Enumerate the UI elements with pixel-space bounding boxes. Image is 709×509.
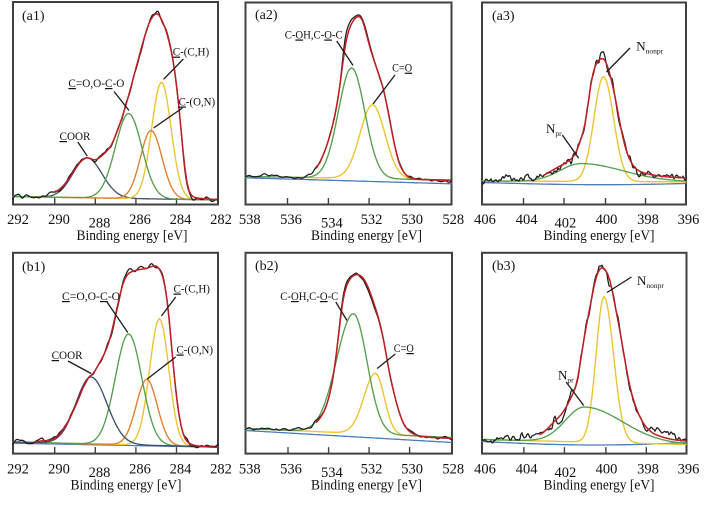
svg-text:286: 286 xyxy=(129,462,151,478)
svg-text:400: 400 xyxy=(596,212,618,228)
svg-text:(b2): (b2) xyxy=(255,259,279,274)
svg-text:Binding energy [eV]: Binding energy [eV] xyxy=(311,228,422,244)
svg-text:(b1): (b1) xyxy=(22,260,46,275)
svg-text:402: 402 xyxy=(555,216,577,232)
svg-text:C=O: C=O xyxy=(394,341,414,355)
svg-text:528: 528 xyxy=(442,212,464,228)
svg-text:398: 398 xyxy=(637,462,659,478)
svg-text:C-(O,N): C-(O,N) xyxy=(177,343,214,357)
svg-text:406: 406 xyxy=(474,462,496,478)
svg-text:C=O: C=O xyxy=(392,61,412,75)
svg-text:286: 286 xyxy=(129,212,151,228)
svg-text:292: 292 xyxy=(7,462,29,478)
svg-text:C-(C,H): C-(C,H) xyxy=(174,282,211,296)
svg-text:C=O,O-C-O: C=O,O-C-O xyxy=(68,76,124,90)
svg-text:Binding energy [eV]: Binding energy [eV] xyxy=(311,478,422,494)
svg-text:404: 404 xyxy=(516,462,539,478)
svg-text:398: 398 xyxy=(637,212,659,228)
svg-text:530: 530 xyxy=(401,462,423,478)
svg-text:(b3): (b3) xyxy=(492,259,516,274)
svg-text:284: 284 xyxy=(170,212,193,228)
svg-text:528: 528 xyxy=(442,462,464,478)
svg-text:282: 282 xyxy=(210,462,232,478)
svg-text:Binding energy [eV]: Binding energy [eV] xyxy=(544,478,655,494)
svg-text:530: 530 xyxy=(401,212,423,228)
svg-text:406: 406 xyxy=(474,212,496,228)
svg-text:Binding energy [eV]: Binding energy [eV] xyxy=(544,228,655,244)
svg-text:C-OH,C-O-C: C-OH,C-O-C xyxy=(285,28,343,42)
svg-text:(a3): (a3) xyxy=(492,9,515,24)
svg-text:404: 404 xyxy=(516,212,539,228)
svg-text:532: 532 xyxy=(361,212,383,228)
svg-text:534: 534 xyxy=(321,216,344,232)
svg-text:290: 290 xyxy=(48,462,70,478)
svg-text:282: 282 xyxy=(210,212,232,228)
svg-text:292: 292 xyxy=(7,212,29,228)
svg-text:284: 284 xyxy=(170,462,193,478)
svg-text:C-(O,N): C-(O,N) xyxy=(179,95,216,109)
svg-text:538: 538 xyxy=(239,462,261,478)
svg-text:396: 396 xyxy=(678,212,700,228)
svg-text:(a2): (a2) xyxy=(255,8,278,23)
svg-text:288: 288 xyxy=(89,216,111,232)
svg-text:536: 536 xyxy=(280,462,302,478)
svg-text:COOR: COOR xyxy=(60,129,91,143)
svg-text:C-(C,H): C-(C,H) xyxy=(173,45,210,59)
svg-text:288: 288 xyxy=(89,465,111,481)
svg-text:290: 290 xyxy=(48,212,70,228)
svg-text:Binding energy [eV]: Binding energy [eV] xyxy=(71,478,182,494)
svg-text:C-OH,C-O-C: C-OH,C-O-C xyxy=(280,289,338,303)
svg-text:COOR: COOR xyxy=(52,348,83,362)
svg-text:402: 402 xyxy=(555,465,577,481)
svg-text:532: 532 xyxy=(361,462,383,478)
svg-text:538: 538 xyxy=(239,212,261,228)
svg-text:C=O,O-C-O: C=O,O-C-O xyxy=(62,289,120,303)
svg-text:Binding energy [eV]: Binding energy [eV] xyxy=(77,228,188,244)
svg-text:534: 534 xyxy=(321,465,344,481)
svg-text:536: 536 xyxy=(280,212,302,228)
svg-text:(a1): (a1) xyxy=(22,9,45,24)
svg-text:400: 400 xyxy=(596,462,618,478)
svg-text:396: 396 xyxy=(678,462,700,478)
